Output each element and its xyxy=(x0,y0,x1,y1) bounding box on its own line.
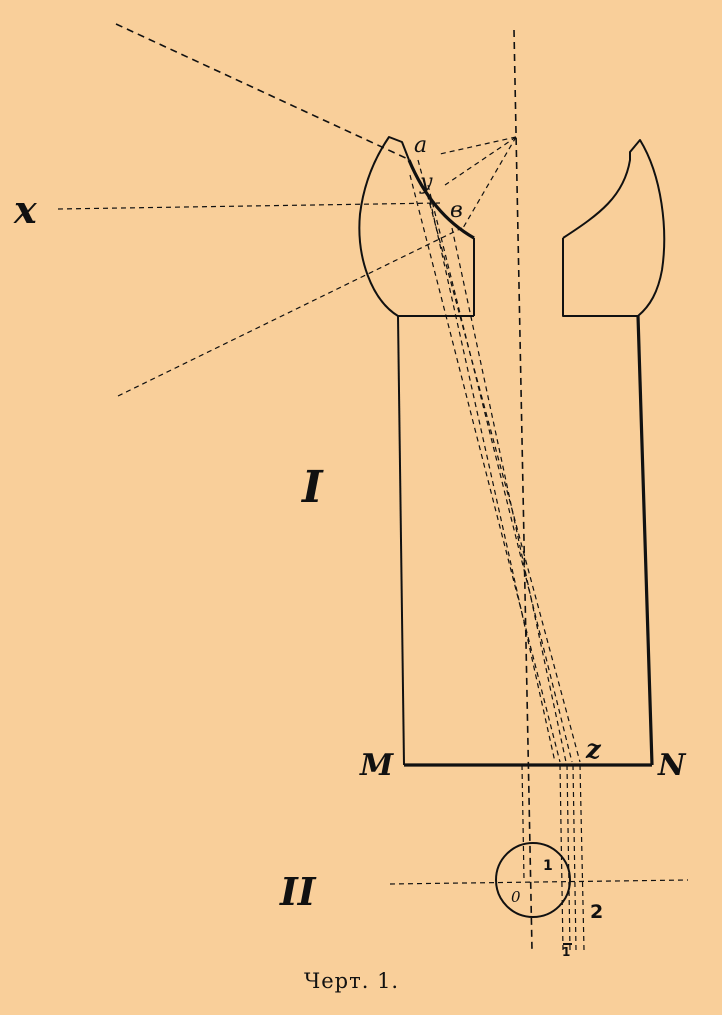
ray-focus-b xyxy=(462,136,517,229)
section-ii-circle xyxy=(495,842,571,918)
ray-below-2 xyxy=(566,764,571,951)
label-one: 1 xyxy=(543,858,553,874)
left-fork-outline xyxy=(358,136,410,317)
body-left-side xyxy=(397,315,405,766)
left-fork-inner-edge xyxy=(407,159,475,240)
ray-focus-cross-2 xyxy=(429,199,556,763)
label-n: N xyxy=(657,748,687,783)
ray-b-to-z xyxy=(451,227,567,763)
ray-focus-a xyxy=(439,136,517,155)
right-fork-outline xyxy=(562,139,666,317)
ray-focus-y xyxy=(444,136,517,186)
ray-a-to-z xyxy=(417,159,581,763)
label-x: x xyxy=(13,187,38,232)
body-right-side xyxy=(636,315,654,766)
label-zero: 0 xyxy=(511,888,521,906)
ray-y-to-z xyxy=(427,184,573,763)
figure-caption: Черт. 1. xyxy=(304,969,399,993)
right-fork-inner xyxy=(562,238,638,317)
label-two: 2 xyxy=(590,901,603,923)
section-ii-axis xyxy=(389,879,689,885)
ray-bottom-left xyxy=(117,227,463,397)
center-vertical-line xyxy=(513,29,533,951)
label-one-bottom: 1 xyxy=(562,945,570,959)
ray-below-3 xyxy=(572,764,577,951)
label-roman-i: I xyxy=(300,462,324,513)
ray-below-left xyxy=(521,764,525,881)
ray-top-left xyxy=(115,23,411,161)
label-z: z xyxy=(585,735,602,765)
ray-x-axis xyxy=(57,202,441,210)
label-y: y xyxy=(419,170,433,195)
ray-focus-cross-1 xyxy=(409,174,561,763)
label-a: a xyxy=(414,133,427,158)
label-b: в xyxy=(450,198,463,223)
label-roman-ii: II xyxy=(279,869,317,914)
label-m: M xyxy=(359,748,394,783)
ray-below-4 xyxy=(579,764,585,951)
